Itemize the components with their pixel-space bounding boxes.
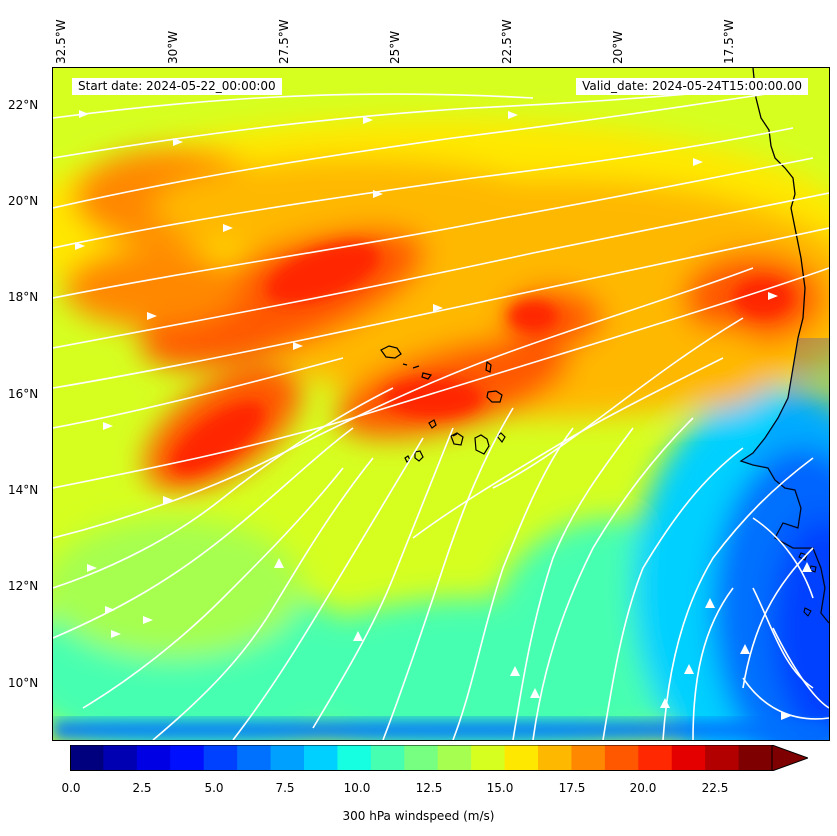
lon-label-32-5w: 32.5°W — [54, 19, 68, 64]
colorbar-step — [604, 745, 639, 771]
colorbar-step — [471, 745, 506, 771]
lat-label-18n: 18°N — [8, 290, 39, 304]
colorbar-step — [571, 745, 606, 771]
colorbar-tick-5: 5.0 — [204, 781, 224, 795]
lat-label-20n: 20°N — [8, 194, 39, 208]
lat-label-16n: 16°N — [8, 387, 39, 401]
colorbar-tick-22-5: 22.5 — [701, 781, 729, 795]
colorbar-step — [70, 745, 105, 771]
colorbar-step — [404, 745, 439, 771]
colorbar-tick-10: 10.0 — [343, 781, 371, 795]
lon-label-25w: 25°W — [388, 30, 402, 64]
colorbar-step — [337, 745, 372, 771]
colorbar-step — [237, 745, 272, 771]
lat-label-14n: 14°N — [8, 483, 39, 497]
colorbar-step — [203, 745, 238, 771]
colorbar-tick-17-5: 17.5 — [558, 781, 586, 795]
lat-label-22n: 22°N — [8, 98, 39, 112]
colorbar-tick-15: 15.0 — [486, 781, 514, 795]
lat-label-10n: 10°N — [8, 676, 39, 690]
colorbar-step — [136, 745, 171, 771]
colorbar-step — [170, 745, 205, 771]
streamlines — [53, 87, 829, 740]
lon-label-22-5w: 22.5°W — [500, 19, 514, 64]
streamline-arrows — [75, 110, 812, 720]
windspeed-maxima — [171, 241, 793, 475]
low-speed-strip — [53, 720, 829, 740]
lon-label-27-5w: 27.5°W — [277, 19, 291, 64]
colorbar-step — [437, 745, 472, 771]
colorbar-step — [638, 745, 673, 771]
wind-map-panel — [52, 67, 830, 741]
cape-verde-islands — [380, 345, 506, 463]
colorbar-step — [270, 745, 305, 771]
colorbar-extend-arrow — [771, 745, 808, 771]
valid-date-label: Valid_date: 2024-05-24T15:00:00.00 — [576, 78, 808, 95]
colorbar-step — [370, 745, 405, 771]
colorbar-tick-2-5: 2.5 — [132, 781, 152, 795]
colorbar — [70, 745, 808, 771]
lat-label-12n: 12°N — [8, 579, 39, 593]
colorbar-tick-12-5: 12.5 — [415, 781, 443, 795]
colorbar-step — [304, 745, 339, 771]
colorbar-step — [671, 745, 706, 771]
colorbar-tick-7-5: 7.5 — [275, 781, 295, 795]
colorbar-step — [738, 745, 773, 771]
colorbar-step — [538, 745, 573, 771]
lon-label-20w: 20°W — [611, 30, 625, 64]
lon-label-30w: 30°W — [166, 30, 180, 64]
colorbar-tick-0: 0.0 — [61, 781, 81, 795]
start-date-label: Start date: 2024-05-22_00:00:00 — [72, 78, 282, 95]
colorbar-label: 300 hPa windspeed (m/s) — [342, 809, 495, 823]
lon-label-17-5w: 17.5°W — [722, 19, 736, 64]
colorbar-steps — [70, 745, 773, 771]
wind-map-canvas — [53, 68, 829, 740]
colorbar-outline — [70, 745, 772, 771]
colorbar-tick-20: 20.0 — [629, 781, 657, 795]
colorbar-step — [705, 745, 740, 771]
colorbar-step — [504, 745, 539, 771]
colorbar-step — [103, 745, 138, 771]
